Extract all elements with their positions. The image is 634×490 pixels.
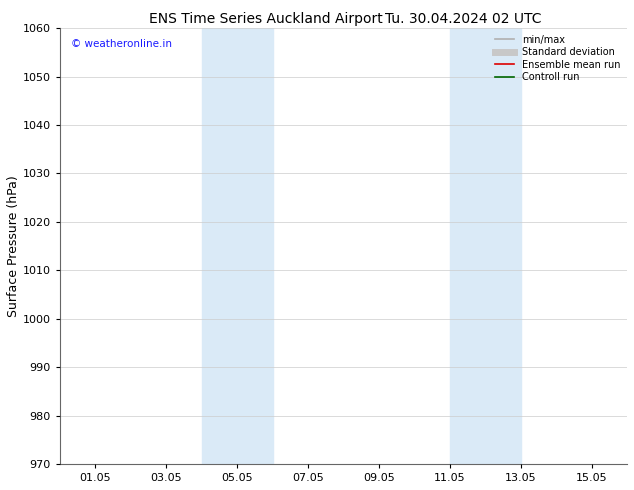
Text: Tu. 30.04.2024 02 UTC: Tu. 30.04.2024 02 UTC xyxy=(385,12,541,26)
Text: ENS Time Series Auckland Airport: ENS Time Series Auckland Airport xyxy=(150,12,383,26)
Bar xyxy=(202,28,273,464)
Legend: min/max, Standard deviation, Ensemble mean run, Controll run: min/max, Standard deviation, Ensemble me… xyxy=(493,33,622,84)
Bar xyxy=(450,28,521,464)
Text: © weatheronline.in: © weatheronline.in xyxy=(71,39,172,49)
Y-axis label: Surface Pressure (hPa): Surface Pressure (hPa) xyxy=(7,175,20,317)
